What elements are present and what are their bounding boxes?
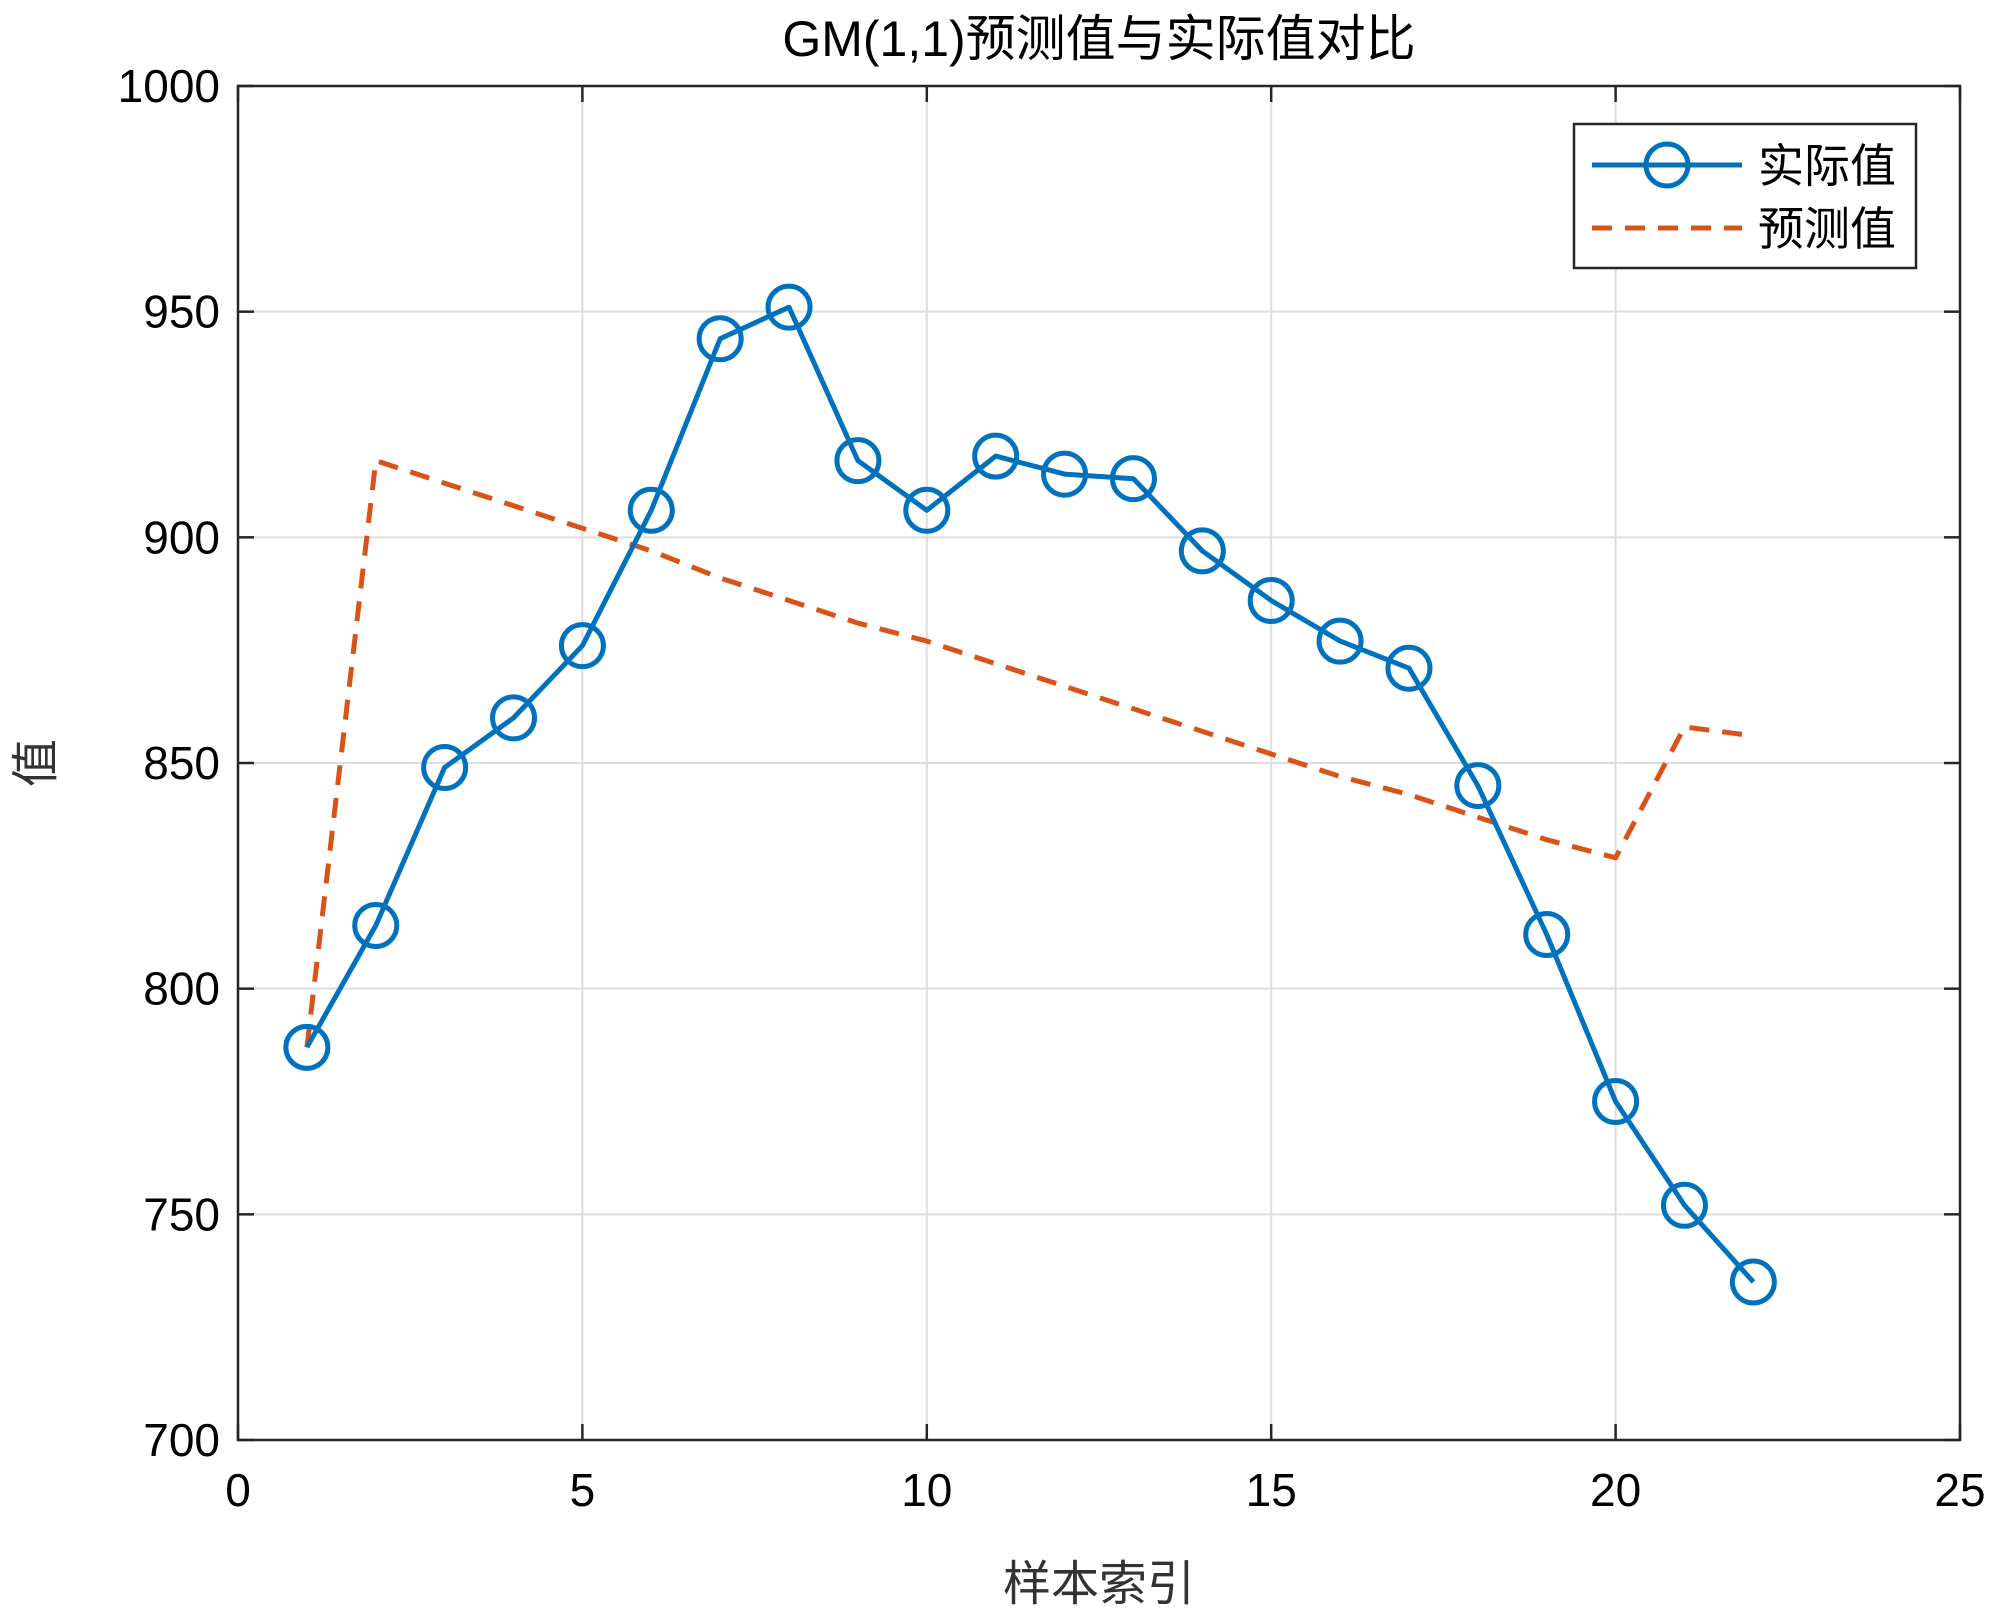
data-point-actual bbox=[903, 486, 951, 534]
x-tick-label: 15 bbox=[1246, 1464, 1297, 1516]
grid bbox=[238, 86, 1960, 1440]
data-point-actual bbox=[765, 283, 813, 331]
data-point-actual bbox=[1041, 450, 1089, 498]
tick-labels: 0 5 10 15 20 25 700 750 800 850 900 950 1000 bbox=[118, 60, 1986, 1516]
data-point-actual bbox=[1178, 527, 1226, 575]
data-point-actual bbox=[627, 486, 675, 534]
data-point-actual bbox=[1109, 455, 1157, 503]
data-point-actual bbox=[1316, 617, 1364, 665]
data-point-actual bbox=[1247, 577, 1295, 625]
data-point-actual bbox=[490, 694, 538, 742]
data-point-actual bbox=[1592, 1078, 1640, 1125]
data-point-actual bbox=[1454, 762, 1502, 810]
data-point-actual bbox=[972, 432, 1020, 480]
x-axis-label: 样本索引 bbox=[1003, 1556, 1195, 1612]
y-axis-label: 值 bbox=[8, 739, 64, 787]
y-tick-label: 700 bbox=[143, 1414, 220, 1466]
legend-marker-actual bbox=[1643, 141, 1691, 189]
series-line-actual bbox=[304, 304, 1756, 1284]
data-point-actual bbox=[352, 901, 400, 949]
data-point-actual bbox=[558, 622, 606, 670]
series-layer bbox=[283, 283, 1777, 1306]
data-point-actual bbox=[421, 744, 469, 792]
data-point-actual bbox=[834, 437, 882, 485]
legend: 实际值 预测值 bbox=[1572, 122, 1918, 270]
data-point-actual bbox=[283, 1023, 331, 1071]
chart-title: GM(1,1)预测值与实际值对比 bbox=[782, 11, 1415, 67]
legend-label-actual: 实际值 bbox=[1758, 139, 1896, 193]
y-tick-label: 950 bbox=[143, 286, 220, 338]
y-tick-label: 800 bbox=[143, 963, 220, 1015]
data-point-actual bbox=[1523, 911, 1571, 959]
legend-label-predicted: 预测值 bbox=[1758, 202, 1896, 256]
data-point-actual bbox=[1660, 1181, 1708, 1229]
data-point-actual bbox=[696, 315, 744, 363]
data-point-actual bbox=[1729, 1258, 1777, 1306]
x-tick-label: 0 bbox=[225, 1464, 251, 1516]
x-tick-label: 25 bbox=[1934, 1464, 1985, 1516]
legend-box bbox=[1572, 122, 1918, 270]
y-tick-label: 850 bbox=[143, 737, 220, 789]
x-tick-label: 20 bbox=[1590, 1464, 1641, 1516]
y-tick-label: 1000 bbox=[118, 60, 220, 112]
series-line-predicted bbox=[304, 458, 1754, 1048]
x-tick-label: 5 bbox=[570, 1464, 596, 1516]
y-tick-label: 900 bbox=[143, 511, 220, 563]
ticks bbox=[236, 84, 1962, 1442]
x-tick-label: 10 bbox=[901, 1464, 952, 1516]
y-tick-label: 750 bbox=[143, 1188, 220, 1240]
data-point-actual bbox=[1385, 644, 1433, 692]
